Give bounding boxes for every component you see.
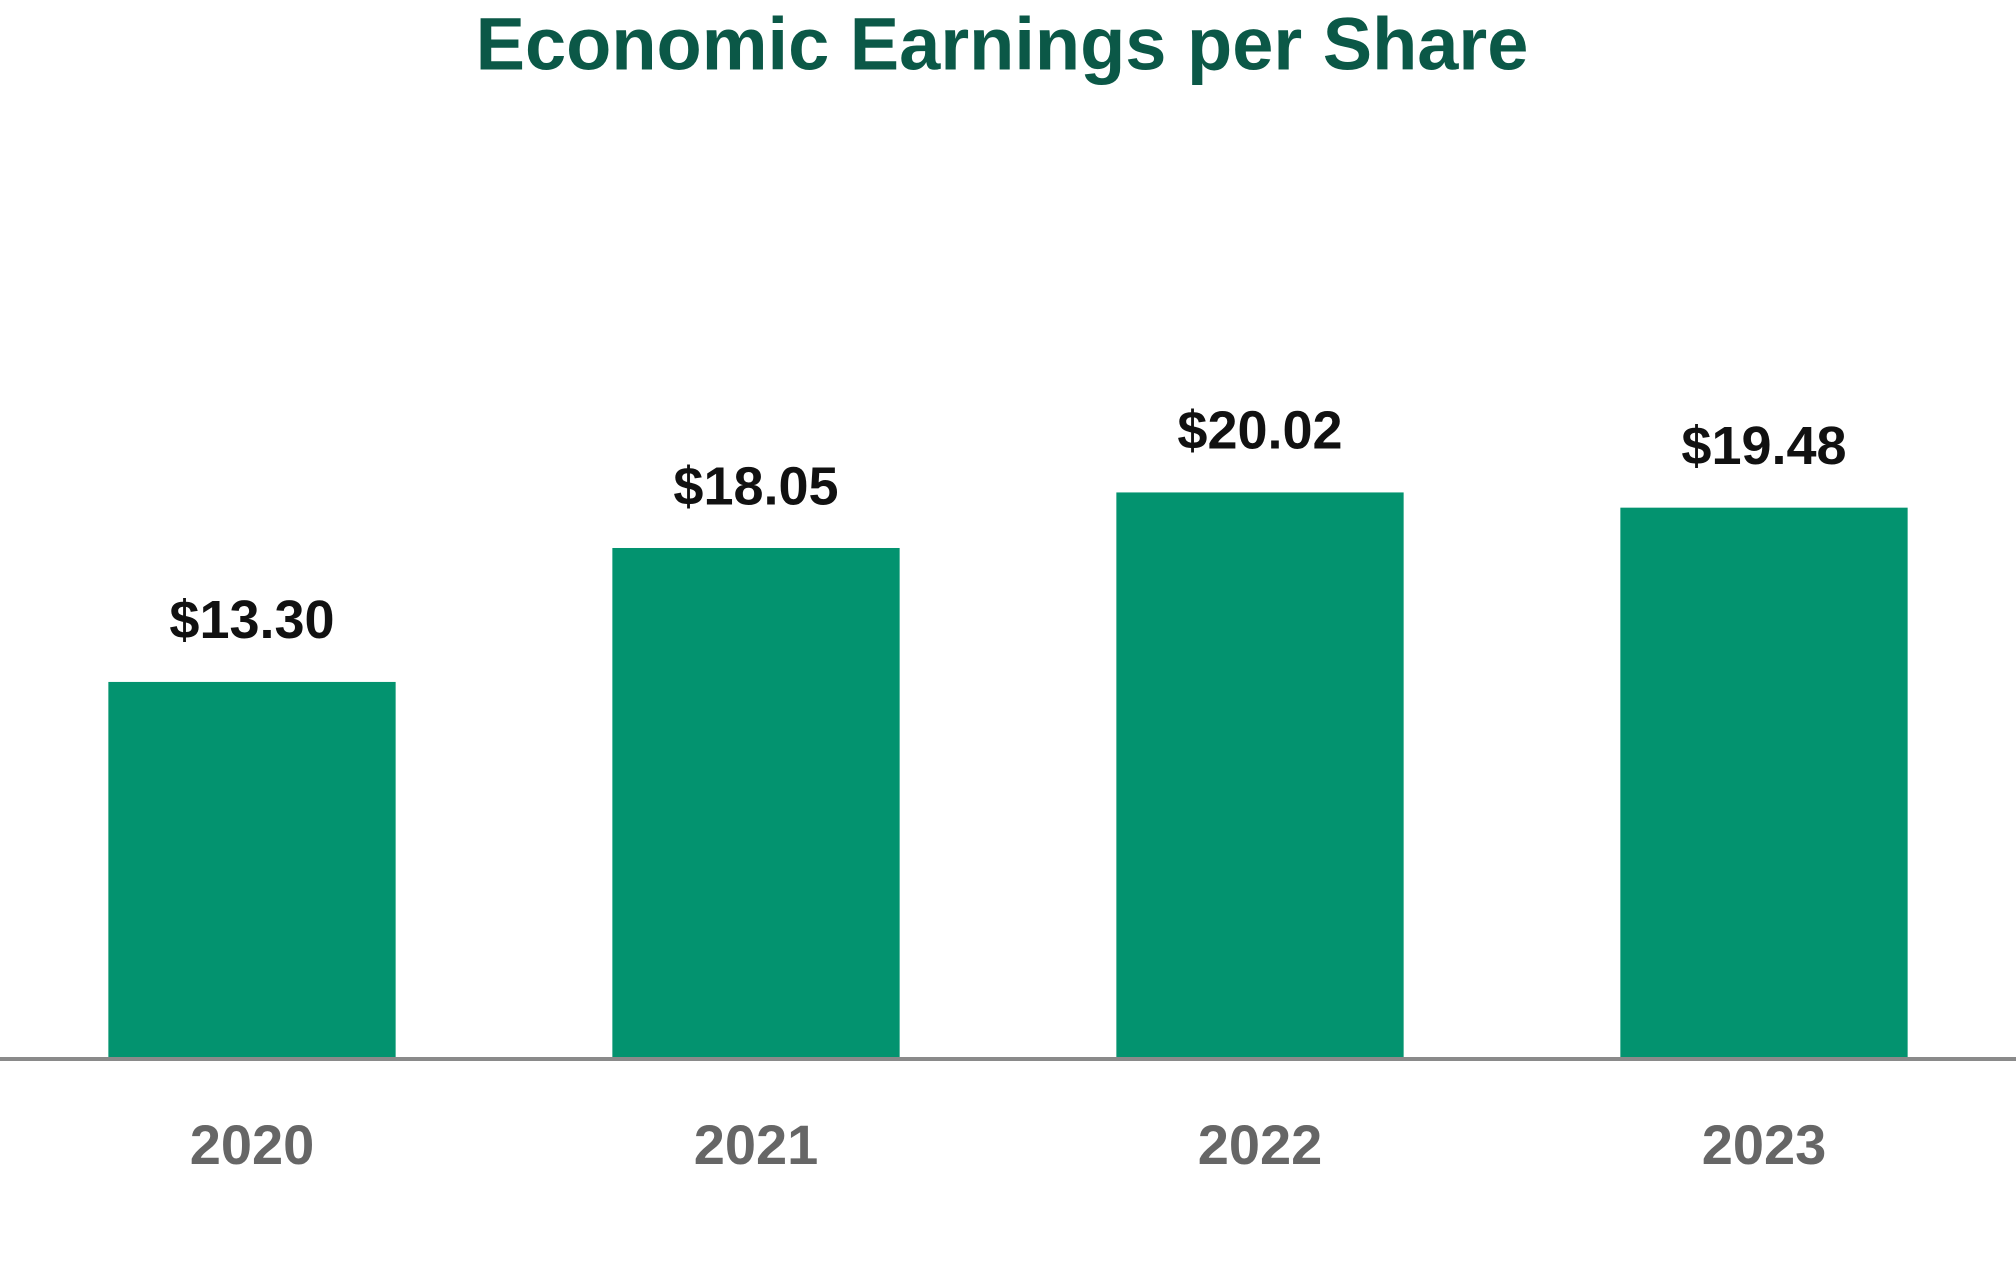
bar (1116, 492, 1404, 1057)
x-tick-label: 2022 (1198, 1113, 1323, 1176)
x-tick-label: 2021 (694, 1113, 819, 1176)
chart-title: Economic Earnings per Share (476, 3, 1529, 86)
bar (1620, 507, 1908, 1057)
value-label: $20.02 (1177, 401, 1342, 461)
x-tick-label: 2020 (190, 1113, 315, 1176)
bar (612, 547, 900, 1057)
x-tick-label: 2023 (1702, 1113, 1827, 1176)
value-label: $13.30 (169, 590, 334, 650)
bar (108, 681, 396, 1057)
value-label: $18.05 (673, 456, 838, 516)
value-label: $19.48 (1681, 416, 1846, 476)
